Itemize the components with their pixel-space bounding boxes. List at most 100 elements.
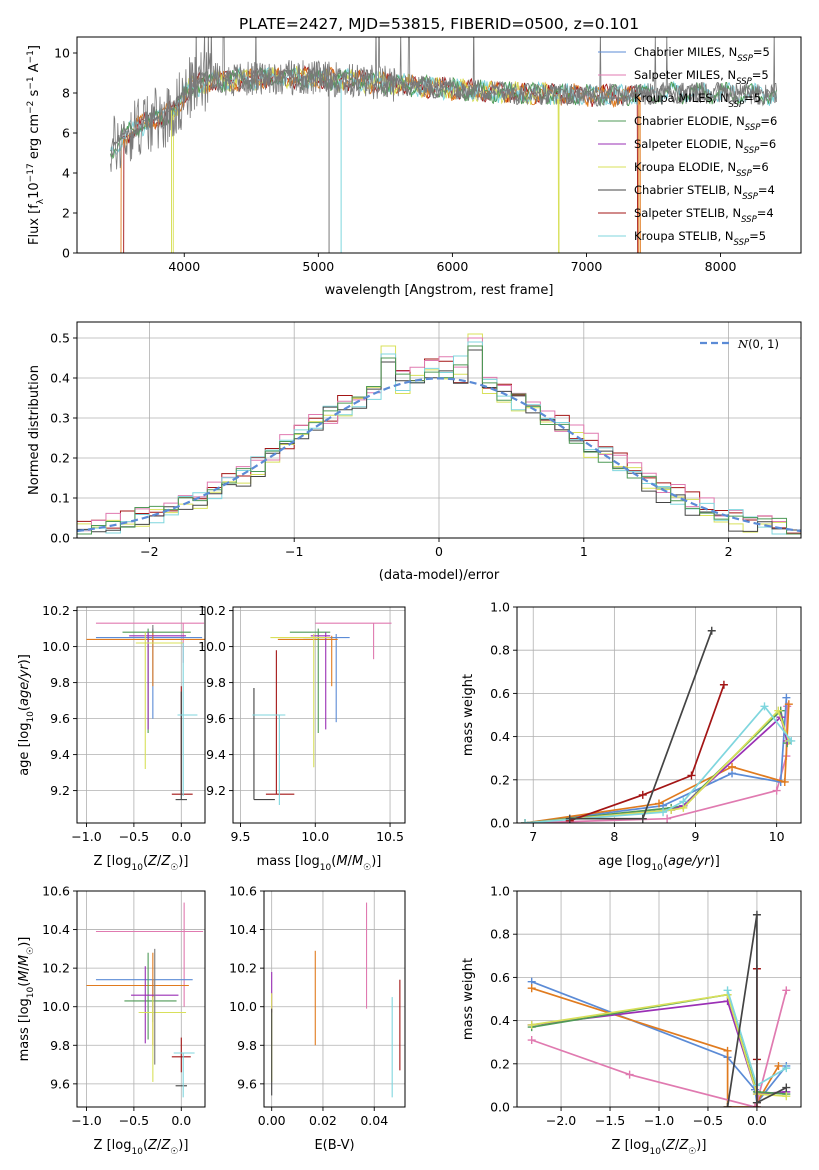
x-axis-label: E(B-V) [314,1138,354,1153]
weight-line [531,987,780,1107]
y-tick-label: 0.3 [50,411,70,426]
errorbar-point [177,643,198,796]
errorbar-point [138,997,187,1082]
x-tick-label: 1 [580,544,588,559]
y-tick-label: 8 [62,86,70,101]
errorbar-point [270,634,331,768]
y-tick-label: 6 [62,126,70,141]
y-tick-label: 10 [54,46,70,61]
weight-line [531,990,788,1107]
y-tick-label: 0.8 [490,643,510,658]
x-tick-label: 0 [435,544,443,559]
y-tick-label: 0.0 [490,816,510,831]
x-tick-label: −0.5 [119,1113,149,1128]
weight-marker [521,819,530,823]
x-tick-label: 0.0 [171,829,191,844]
weight-marker [679,797,688,806]
y-tick-label: 0.2 [490,1056,510,1071]
weight-series-chabrier-stelib [565,626,716,823]
y-tick-label: 0.4 [490,1013,510,1028]
x-axis-label: mass [log10(M/M☉)] [257,854,382,873]
errorbar-point [253,688,275,801]
x-tick-label: 8000 [705,259,737,274]
errorbar-point [315,622,392,660]
weight-marker [782,693,791,702]
x-axis-label: Z [log10(Z/Z☉)] [612,1138,707,1157]
weight-marker [774,1061,783,1070]
errorbar-point [303,634,350,723]
y-tick-label: 10.4 [229,922,257,937]
weight-marker [782,1064,791,1073]
x-tick-label: −1.0 [71,829,101,844]
weight-marker [782,986,791,995]
x-tick-label: 9 [692,829,700,844]
errorbar-point [265,650,295,795]
plot-area [86,902,204,1098]
y-tick-label: 9.8 [50,1038,70,1053]
y-axis-label: mass [log10(M/M☉)] [17,937,36,1062]
y-tick-label: 10.0 [42,999,70,1014]
y-tick-label: 0.0 [490,1100,510,1115]
y-tick-label: 9.2 [50,783,70,798]
y-tick-label: 0.2 [50,451,70,466]
x-axis-label: wavelength [Angstrom, rest frame] [325,283,554,298]
weight-line [726,914,787,1107]
y-tick-label: 10.6 [42,884,70,899]
legend-entry: Salpeter MILES, NSSP=5 [634,68,769,87]
weight-marker [728,762,737,771]
y-tick-label: 1.0 [490,600,510,615]
legend: Chabrier MILES, NSSP=5 Salpeter MILES, NS… [598,45,777,248]
x-tick-label: −2 [140,544,158,559]
y-tick-label: 10.0 [229,999,257,1014]
weight-marker [723,1103,732,1107]
y-tick-label: 10.2 [42,961,70,976]
x-tick-label: 2 [725,544,733,559]
y-tick-label: 1.0 [490,884,510,899]
weight-line [525,706,789,823]
y-tick-label: 4 [62,166,70,181]
x-axis-label: Z [log10(Z/Z☉)] [94,854,189,873]
errorbar-point [95,628,203,719]
errorbar-point [135,632,184,769]
weight-series-salpeter-stelib [565,680,728,823]
weight-line [569,630,713,820]
errorbar-point [124,952,177,1040]
x-axis-label: (data-model)/error [379,568,500,583]
grid [517,890,801,1108]
x-tick-label: 7 [529,829,537,844]
weight-series-kroupa-stelib [521,702,796,823]
x-tick-label: 10.5 [376,829,404,844]
weight-line [569,684,725,822]
x-tick-label: 10.0 [301,829,329,844]
weight-marker [638,814,647,823]
y-tick-label: 9.6 [237,1076,257,1091]
errorbar-point [86,630,205,687]
weight-series-chabrier-elodie [521,706,792,823]
y-tick-label: 10.2 [42,603,70,618]
plot-area [77,333,801,535]
weight-marker [659,808,668,817]
y-tick-label: 9.8 [237,1038,257,1053]
x-tick-label: 5000 [302,259,334,274]
legend-entry: Kroupa ELODIE, NSSP=6 [634,160,769,179]
mass-vs-ebv-panel: 0.00 0.02 0.04 9.6 9.8 10.0 10.2 10.4 10.6 E(B-V) [229,884,406,1153]
y-tick-label: 0.6 [490,970,510,985]
weight-series-chabrier-miles [521,693,791,823]
weight-marker [723,986,732,995]
legend-entry: Salpeter ELODIE, NSSP=6 [634,137,776,156]
y-axis-label: age [log10(age/yr)] [17,654,36,776]
x-tick-label: −1 [285,544,303,559]
y-tick-label: 9.6 [206,711,226,726]
legend-entry: Chabrier STELIB, NSSP=4 [634,183,775,202]
y-axis-label: mass weight [461,958,476,1040]
weight-marker [707,626,716,635]
errorbar-point [289,628,331,733]
legend-entry: Kroupa MILES, NSSP=5 [634,91,761,110]
weight-vs-metallicity-panel: −2.0 −1.5 −1.0 −0.5 0.0 0.0 0.2 0.4 0.6 0.8 1.0 mas… [461,884,802,1157]
x-tick-label: 0.0 [747,1113,767,1128]
weight-marker [663,814,672,823]
axes-frame [76,606,206,824]
errorbar-point [122,628,191,733]
weight-marker [625,1070,634,1079]
legend-entry: Salpeter STELIB, NSSP=4 [634,206,774,225]
